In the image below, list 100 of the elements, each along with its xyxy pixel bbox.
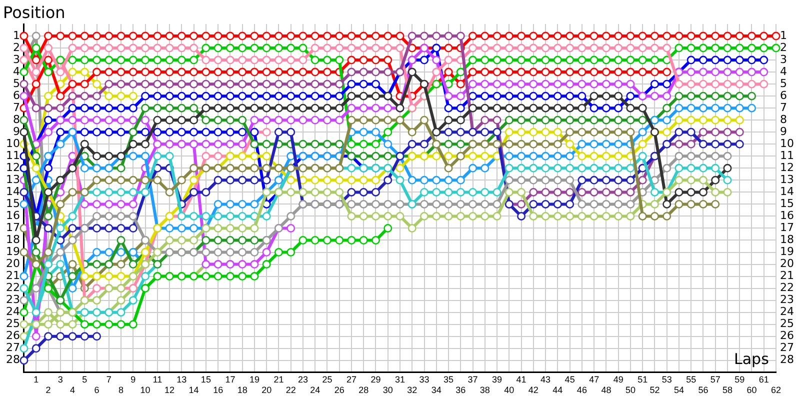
x-tick-label: 15 — [200, 374, 211, 384]
x-tick-label: 2 — [46, 385, 51, 396]
y-tick-label: 16 — [6, 209, 20, 222]
y2-tick-label: 23 — [780, 293, 794, 306]
y-tick-label: 20 — [6, 257, 20, 270]
x-tick-label: 1 — [34, 374, 39, 384]
y-axis-title: Position — [3, 3, 66, 22]
x-tick-label: 12 — [164, 385, 175, 396]
y2-tick-label: 26 — [780, 329, 794, 342]
x-tick-label: 55 — [686, 374, 696, 384]
y-tick-label: 8 — [12, 112, 20, 126]
y2-tick-label: 7 — [780, 100, 788, 114]
y-tick-label: 6 — [12, 88, 20, 102]
x-tick-label: 24 — [310, 385, 320, 396]
x-tick-label: 26 — [334, 385, 344, 396]
y2-tick-label: 8 — [780, 112, 788, 126]
x-tick-label: 23 — [298, 374, 308, 384]
x-tick-label: 46 — [576, 385, 587, 396]
x-tick-label: 53 — [662, 374, 672, 384]
x-tick-label: 57 — [710, 374, 720, 384]
x-tick-label: 3 — [58, 374, 63, 384]
y-tick-label: 14 — [6, 185, 20, 198]
x-tick-label: 47 — [589, 374, 600, 384]
x-tick-label: 34 — [431, 385, 442, 396]
x-tick-label: 59 — [734, 374, 745, 384]
x-tick-label: 31 — [394, 374, 406, 384]
x-tick-label: 42 — [528, 385, 538, 396]
x-tick-label: 36 — [456, 385, 466, 396]
y2-tick-label: 5 — [780, 76, 788, 90]
y2-tick-label: 12 — [780, 161, 794, 174]
y2-tick-label: 9 — [780, 124, 788, 138]
x-tick-label: 14 — [188, 385, 199, 396]
y-tick-label: 22 — [6, 281, 20, 294]
x-tick-label: 7 — [106, 374, 112, 384]
x-tick-label: 56 — [698, 385, 708, 396]
y2-tick-label: 24 — [780, 305, 794, 318]
x-axis-title: Laps — [734, 350, 769, 368]
x-tick-label: 45 — [564, 374, 575, 384]
y-tick-label: 11 — [6, 149, 20, 162]
x-tick-label: 49 — [613, 374, 624, 384]
x-tick-label: 13 — [176, 374, 187, 384]
x-tick-label: 61 — [758, 374, 769, 384]
x-tick-label: 5 — [82, 374, 88, 384]
x-tick-label: 10 — [140, 385, 150, 396]
x-tick-label: 17 — [225, 374, 236, 384]
x-tick-label: 25 — [322, 374, 332, 384]
x-tick-label: 32 — [407, 385, 418, 396]
x-tick-label: 30 — [382, 385, 393, 396]
y2-tick-label: 20 — [780, 257, 794, 270]
y-tick-label: 12 — [6, 161, 20, 174]
y-tick-label: 10 — [6, 136, 20, 150]
y-tick-label: 1 — [12, 28, 20, 42]
y-tick-label: 27 — [6, 341, 20, 354]
x-tick-label: 48 — [601, 385, 612, 396]
y-tick-label: 25 — [6, 317, 20, 330]
y2-tick-label: 2 — [780, 40, 788, 54]
y2-tick-label: 22 — [780, 281, 794, 294]
x-tick-label: 37 — [468, 374, 478, 384]
x-tick-label: 28 — [358, 385, 369, 396]
x-tick-label: 21 — [274, 374, 284, 384]
y-tick-label: 23 — [6, 293, 20, 306]
y2-tick-label: 4 — [780, 64, 788, 78]
x-tick-label: 40 — [504, 385, 514, 396]
y2-tick-label: 3 — [780, 52, 788, 66]
y2-tick-label: 28 — [780, 353, 794, 366]
x-tick-label: 9 — [130, 374, 136, 384]
x-tick-label: 54 — [674, 385, 684, 396]
y-tick-label: 3 — [12, 52, 20, 66]
y2-tick-label: 16 — [780, 209, 794, 222]
y2-tick-label: 6 — [780, 88, 788, 102]
x-tick-label: 50 — [625, 385, 636, 396]
y-tick-label: 17 — [6, 221, 20, 234]
x-tick-label: 51 — [638, 374, 648, 384]
y2-tick-label: 14 — [780, 185, 794, 198]
x-tick-label: 62 — [770, 385, 782, 396]
x-tick-label: 19 — [249, 374, 260, 384]
x-tick-label: 22 — [286, 385, 296, 396]
y2-tick-label: 21 — [780, 269, 794, 282]
y-tick-label: 21 — [6, 269, 20, 282]
x-tick-label: 38 — [480, 385, 490, 396]
y2-tick-label: 13 — [780, 173, 794, 186]
x-tick-label: 11 — [152, 374, 162, 384]
x-tick-label: 4 — [70, 385, 76, 396]
y-tick-label: 7 — [12, 100, 20, 114]
y-tick-label: 13 — [6, 173, 20, 186]
x-tick-label: 18 — [237, 385, 248, 396]
x-tick-label: 41 — [516, 374, 526, 384]
y2-tick-label: 17 — [780, 221, 794, 234]
y-tick-label: 5 — [12, 76, 20, 90]
x-tick-label: 33 — [419, 374, 430, 384]
y2-tick-label: 18 — [780, 233, 794, 246]
y-tick-label: 4 — [12, 64, 20, 78]
y-tick-label: 9 — [12, 124, 20, 138]
y-tick-label: 26 — [6, 329, 20, 342]
y2-tick-label: 25 — [780, 317, 794, 330]
x-tick-label: 16 — [213, 385, 224, 396]
x-tick-label: 6 — [94, 385, 100, 396]
x-tick-label: 52 — [650, 385, 660, 396]
y-tick-label: 19 — [6, 245, 20, 258]
x-tick-label: 35 — [444, 374, 454, 384]
